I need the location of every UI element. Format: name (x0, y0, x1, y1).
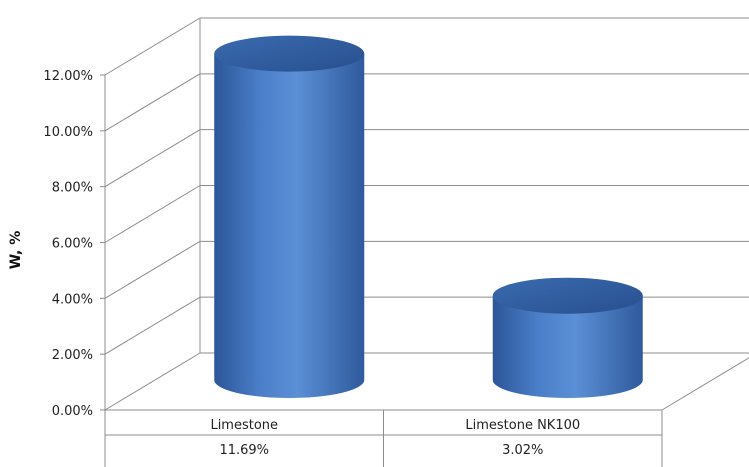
bar-body (492, 295, 643, 398)
y-tick-label: 10.00% (43, 125, 93, 140)
bar-1 (214, 35, 365, 398)
category-label: Limestone (210, 418, 278, 433)
data-label: 3.02% (502, 443, 543, 458)
bar-body (214, 53, 365, 398)
data-table: Limestone 11.69% Limestone NK100 3.02% (104, 410, 663, 467)
y-tick-label: 12.00% (43, 69, 93, 84)
y-tick-label: 8.00% (52, 181, 93, 196)
gridline-side (104, 129, 201, 188)
gridline-side (104, 185, 201, 243)
y-tick-label: 0.00% (52, 404, 93, 419)
data-label: 11.69% (219, 443, 269, 458)
bars (214, 35, 643, 398)
floor-right-edge (661, 357, 749, 411)
y-tick-labels: 0.00% 2.00% 4.00% 6.00% 8.00% 10.00% 12.00% (43, 69, 93, 419)
y-tick-label: 4.00% (52, 292, 93, 307)
gridlines (100, 17, 749, 411)
bar-2 (492, 277, 643, 398)
gridline-side (104, 73, 201, 132)
y-tick-label: 2.00% (52, 348, 93, 363)
y-tick-label: 6.00% (52, 237, 93, 252)
gridline-side (104, 352, 201, 411)
y-axis-title: W, % (8, 231, 24, 270)
gridline-side (104, 17, 201, 76)
category-label: Limestone NK100 (465, 418, 580, 433)
gridline-side (104, 296, 201, 355)
gridline-side (104, 240, 201, 299)
bar-top (492, 277, 643, 314)
bar-top (214, 35, 365, 72)
